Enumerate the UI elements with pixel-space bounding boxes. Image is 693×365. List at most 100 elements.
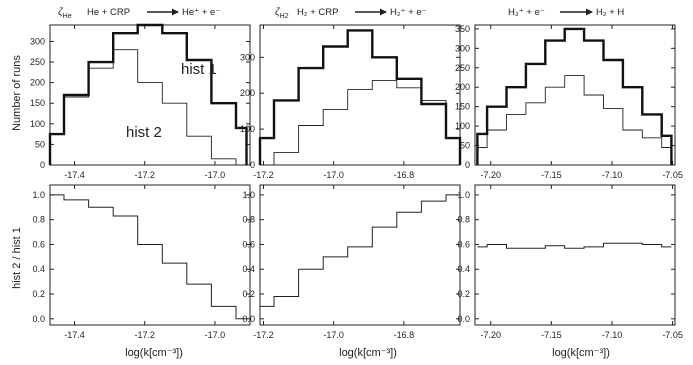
x-label-2: log(k[cm⁻³]) [339, 347, 397, 359]
panel-1-title-zeta: ζ [58, 7, 64, 18]
y-label-bottom: hist 2 / hist 1 [11, 227, 23, 289]
y-tick-label: 200 [240, 88, 255, 98]
panel-2-title: ζH2 H₂ + CRP H₂⁺ + e⁻ [275, 7, 427, 20]
y-tick-label: 1.0 [242, 190, 255, 200]
y-tick-label: 350 [455, 24, 470, 34]
x-tick-label: -17.0 [323, 330, 344, 340]
y-tick-label: 0.6 [32, 239, 45, 249]
x-tick-label: -7.10 [602, 330, 623, 340]
panel-bottom-3: -7.20 -7.15 -7.10 -7.05 0.0 0.2 0.4 0.6 0.8 1.0 [457, 184, 683, 340]
series-label-hist-1: hist 1 [181, 61, 217, 78]
x-tick-label: -17.2 [253, 170, 274, 180]
x-tick-label: -17.0 [323, 170, 344, 180]
ratio-step-line [477, 242, 672, 249]
ratio-step-line [50, 194, 247, 320]
series-hist-1-line [48, 23, 248, 165]
x-label-3: log(k[cm⁻³]) [552, 347, 610, 359]
svg-text:ζHe: ζHe [58, 7, 72, 20]
y-tick-label: 0.6 [242, 239, 255, 249]
y-tick-label: 1.0 [457, 190, 470, 200]
series-hist-1-line [258, 29, 462, 165]
panel-2-title-zeta: ζ [275, 7, 281, 18]
panel-bottom-2: -17.2 -17.0 -16.8 0.0 0.2 0.4 0.6 0.8 1.0 [242, 184, 461, 340]
series-hist-2-line [49, 49, 247, 166]
y-tick-label: 0.0 [32, 314, 45, 324]
y-tick-label: 100 [455, 121, 470, 131]
series-hist-2-line [476, 75, 672, 165]
y-tick-label: 0.2 [32, 289, 45, 299]
panel-3-title-rhs: H₂ + H [596, 7, 624, 18]
x-label-1: log(k[cm⁻³]) [125, 347, 183, 359]
panel-1-title: ζHe He + CRP He⁺ + e⁻ [58, 7, 220, 20]
panel-bottom-1: -17.4 -17.2 -17.0 0.0 0.2 0.4 0.6 0.8 1.0 [32, 184, 251, 340]
panel-1-title-lhs: He + CRP [87, 7, 130, 18]
x-tick-label: -7.15 [541, 170, 562, 180]
y-tick-label: 100 [30, 119, 45, 129]
panel-2-title-zeta-sub: H2 [280, 13, 289, 20]
panel-2-title-rhs: H₂⁺ + e⁻ [390, 7, 427, 18]
panel-1-title-zeta-sub: He [63, 13, 72, 20]
x-tick-label: -16.8 [394, 330, 415, 340]
y-tick-label: 150 [455, 102, 470, 112]
y-tick-label: 250 [455, 63, 470, 73]
y-tick-label: 0.4 [32, 264, 45, 274]
x-tick-label: -7.15 [541, 330, 562, 340]
plot-frame [474, 184, 676, 326]
series-hist-2-line [260, 80, 461, 166]
y-tick-label: 0.6 [457, 239, 470, 249]
y-tick-label: 0 [465, 160, 470, 170]
y-tick-label: 0.0 [457, 314, 470, 324]
y-tick-label: 50 [460, 141, 470, 151]
y-tick-label: 0 [250, 160, 255, 170]
y-tick-label: 0.8 [242, 215, 255, 225]
panel-2-title-lhs: H₂ + CRP [297, 7, 338, 18]
x-tick-label: -17.2 [134, 170, 155, 180]
panel-3-title-lhs: H₃⁺ + e⁻ [508, 7, 545, 18]
x-tick-label: -17.0 [205, 330, 226, 340]
y-tick-label: 0.8 [32, 215, 45, 225]
plot-frame [474, 24, 676, 166]
x-tick-label: -7.20 [480, 170, 501, 180]
y-tick-label: 0.4 [457, 264, 470, 274]
y-tick-label: 200 [455, 82, 470, 92]
x-tick-label: -7.05 [662, 330, 683, 340]
panel-3-title: H₃⁺ + e⁻ H₂ + H [508, 7, 624, 18]
panel-top-2: -17.2 -17.0 -16.8 0 100 200 300 [240, 24, 462, 180]
y-tick-label: 150 [30, 98, 45, 108]
y-tick-label: 1.0 [32, 190, 45, 200]
y-tick-label: 0.8 [457, 215, 470, 225]
y-tick-label: 200 [30, 78, 45, 88]
x-tick-label: -17.4 [64, 170, 85, 180]
y-tick-label: 0.2 [457, 289, 470, 299]
x-tick-label: -17.2 [134, 330, 155, 340]
series-hist-1-line [476, 27, 673, 165]
y-label-top: Number of runs [11, 55, 23, 131]
x-tick-label: -17.0 [205, 170, 226, 180]
y-tick-label: 0.0 [242, 314, 255, 324]
panel-top-1: -17.4 -17.2 -17.0 0 50 100 150 200 250 300 [30, 23, 251, 180]
y-tick-label: 300 [240, 52, 255, 62]
y-tick-label: 250 [30, 57, 45, 67]
x-tick-label: -16.8 [394, 170, 415, 180]
y-tick-label: 100 [240, 124, 255, 134]
x-tick-label: -7.10 [602, 170, 623, 180]
y-tick-label: 0.2 [242, 289, 255, 299]
x-tick-label: -17.2 [253, 330, 274, 340]
x-tick-label: -17.4 [64, 330, 85, 340]
ratio-step-line [260, 194, 460, 307]
y-tick-label: 300 [455, 43, 470, 53]
series-label-hist-2: hist 2 [126, 124, 162, 141]
panel-top-3: -7.20 -7.15 -7.10 -7.05 0 50 100 150 200 250 300 35… [455, 24, 683, 180]
y-tick-label: 0 [40, 160, 45, 170]
plot-frame [49, 184, 251, 326]
x-tick-label: -7.20 [480, 330, 501, 340]
y-tick-label: 50 [35, 139, 45, 149]
x-tick-label: -7.05 [662, 170, 683, 180]
plot-frame [259, 184, 461, 326]
y-tick-label: 300 [30, 36, 45, 46]
svg-text:ζH2: ζH2 [275, 7, 289, 20]
plot-frame [259, 24, 461, 166]
panel-1-title-rhs: He⁺ + e⁻ [182, 7, 220, 18]
y-tick-label: 0.4 [242, 264, 255, 274]
